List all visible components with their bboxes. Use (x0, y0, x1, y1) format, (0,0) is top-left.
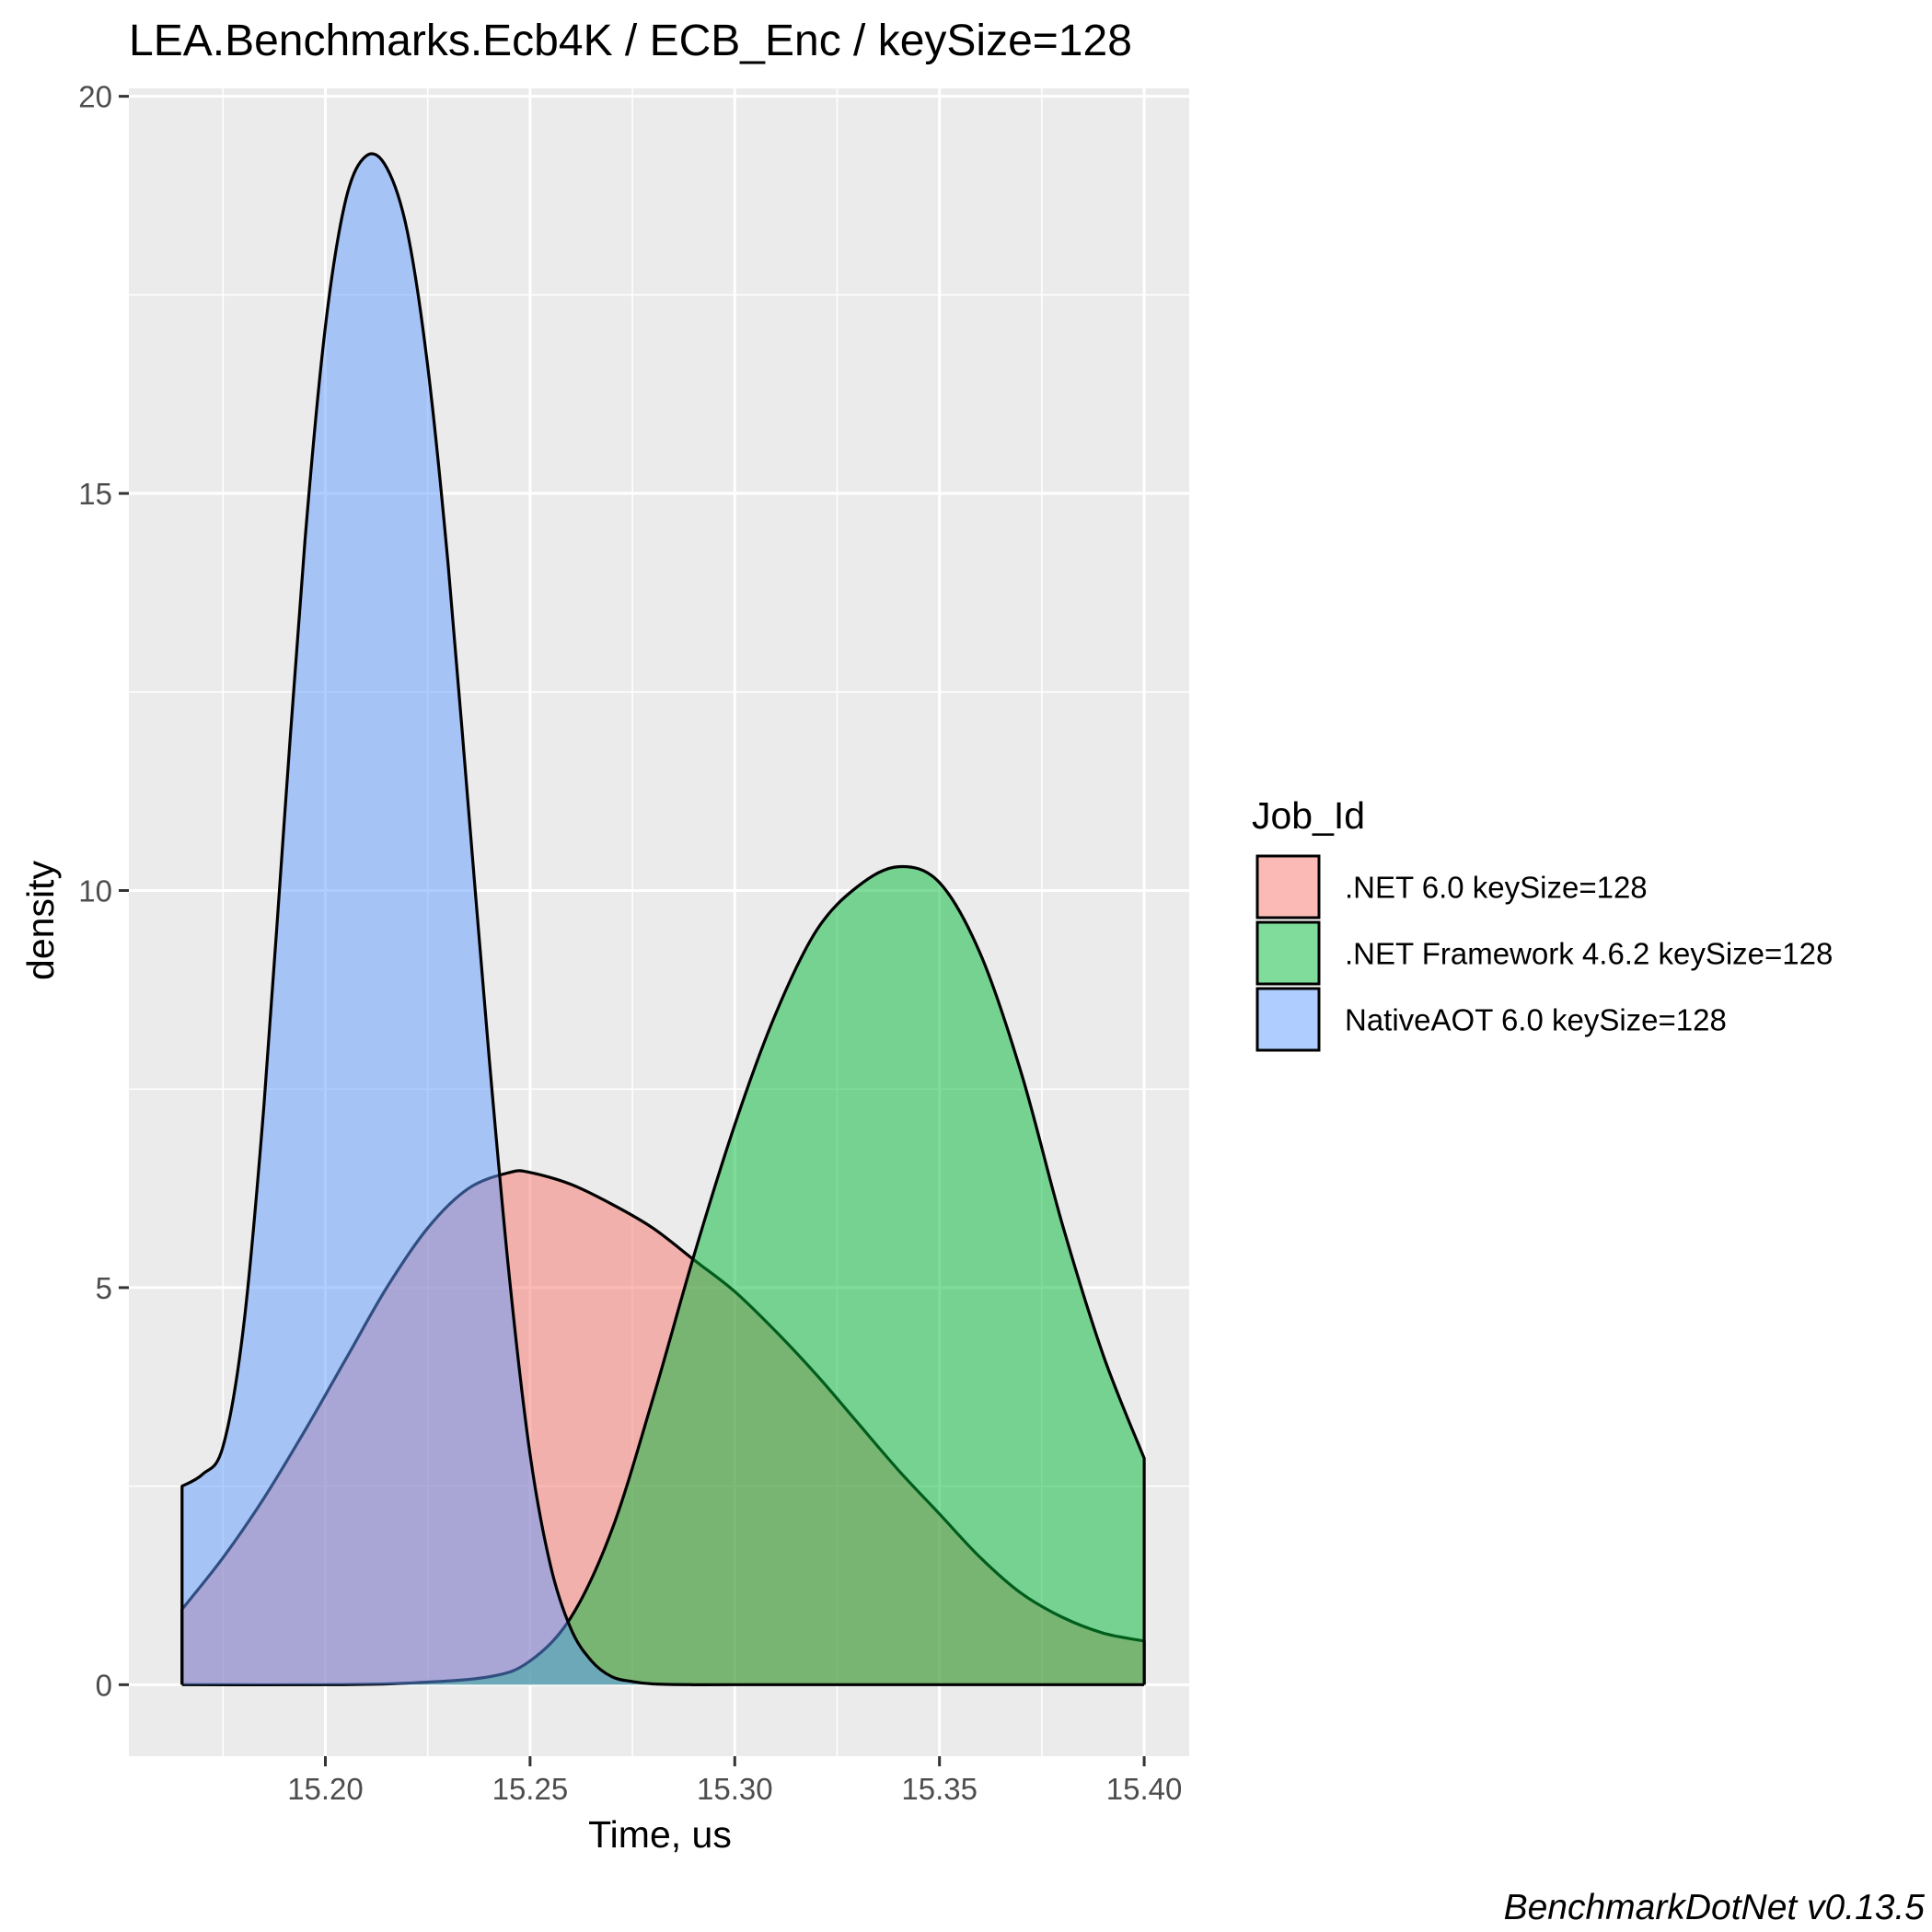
legend-title: Job_Id (1252, 794, 1365, 837)
plot-panel (129, 88, 1189, 1756)
y-tick-label: 5 (96, 1271, 112, 1305)
legend-key (1255, 854, 1321, 920)
legend-key (1255, 987, 1321, 1052)
legend-label: .NET Framework 4.6.2 keySize=128 (1345, 937, 1833, 971)
legend-key (1255, 920, 1321, 986)
caption: BenchmarkDotNet v0.13.5 (1504, 1888, 1926, 1927)
x-tick-label: 15.30 (697, 1772, 773, 1806)
legend-label: NativeAOT 6.0 keySize=128 (1345, 1003, 1727, 1037)
legend: Job_Id .NET 6.0 keySize=128 .NET Framewor… (1252, 794, 1833, 1052)
density-area-series-3 (181, 153, 1145, 1685)
y-tick-label: 20 (78, 80, 112, 114)
x-axis-title: Time, us (588, 1813, 732, 1856)
y-tick-label: 10 (78, 873, 112, 908)
legend-label: .NET 6.0 keySize=128 (1345, 871, 1648, 905)
y-axis-title: density (19, 861, 62, 980)
x-tick-label: 15.35 (901, 1772, 978, 1806)
x-tick-label: 15.25 (492, 1772, 569, 1806)
y-axis: 0 5 10 15 20 (78, 80, 129, 1702)
density-outline-series-3 (180, 152, 1145, 1686)
y-tick-label: 0 (96, 1668, 112, 1702)
x-tick-label: 15.40 (1106, 1772, 1183, 1806)
chart-title: LEA.Benchmarks.Ecb4K / ECB_Enc / keySize… (129, 17, 1132, 65)
y-tick-label: 15 (78, 477, 112, 511)
density-area-series-2 (181, 866, 1145, 1685)
x-tick-label: 15.20 (287, 1772, 364, 1806)
x-axis: 15.20 15.25 15.30 15.35 15.40 (287, 1756, 1182, 1806)
